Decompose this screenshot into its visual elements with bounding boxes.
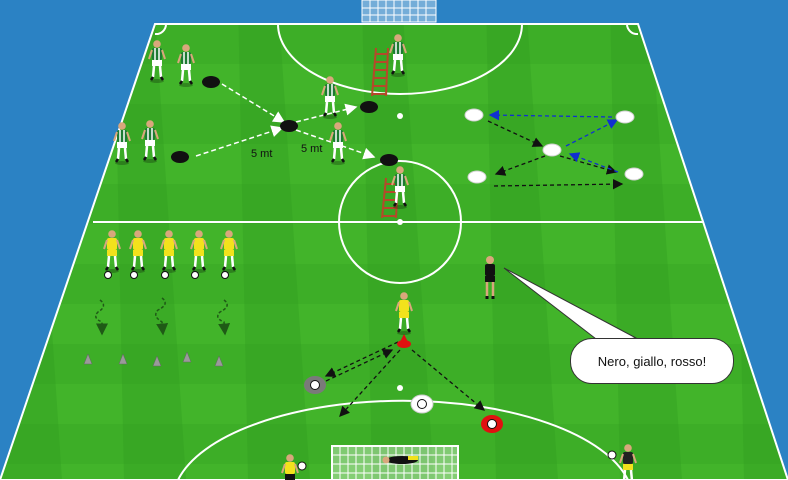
player (177, 44, 195, 87)
grass-stripe (238, 24, 310, 480)
player (321, 76, 339, 119)
marker-disc-icon (624, 167, 644, 181)
soccer-ball-icon (191, 271, 199, 279)
player (129, 230, 147, 273)
cone-icon (214, 355, 224, 367)
grass-band (0, 264, 788, 304)
penalty-spot (397, 385, 403, 391)
marker-disc-icon (464, 108, 484, 122)
marker-disc-icon (615, 110, 635, 124)
soccer-ball-icon (130, 271, 138, 279)
cone-icon (83, 353, 93, 365)
drill-arrows-blue (488, 109, 619, 173)
cone-icon (182, 351, 192, 363)
grey-disc (304, 376, 326, 394)
cone-icon (360, 101, 378, 113)
black-cones (171, 76, 398, 166)
speech-bubble: Nero, giallo, rosso! (570, 338, 734, 384)
balls-bottom (297, 450, 617, 471)
marker-disc-icon (467, 170, 487, 184)
grass-band (0, 104, 788, 144)
soccer-ball-icon (297, 461, 307, 471)
agility-ladder-icon (371, 47, 389, 97)
top-goal-icon (361, 0, 437, 23)
distance-label-left: 5 mt (251, 148, 272, 160)
grey-cones (83, 351, 224, 367)
soccer-ball-icon (487, 419, 497, 429)
cone-icon (118, 353, 128, 365)
player (148, 40, 166, 83)
player (141, 120, 159, 163)
cone-icon (171, 151, 189, 163)
balls (104, 271, 229, 279)
cone-icon (152, 355, 162, 367)
player (391, 166, 409, 209)
green-team-players (113, 34, 409, 209)
player (281, 454, 299, 480)
cone-icon (380, 154, 398, 166)
grass-stripe (486, 24, 558, 480)
speech-bubble-text: Nero, giallo, rosso! (597, 353, 707, 369)
cone-icon (202, 76, 220, 88)
bottom-goal-icon (331, 445, 459, 480)
goalkeeper (382, 456, 418, 464)
player (395, 292, 413, 335)
soccer-ball-icon (104, 271, 112, 279)
reaction-arrows (324, 341, 485, 417)
grass-stripe (114, 24, 186, 480)
soccer-ball-icon (161, 271, 169, 279)
grass-stripe (362, 24, 434, 480)
mark-spot (397, 113, 403, 119)
white-markers (464, 108, 644, 184)
grass-stripe (0, 24, 62, 480)
marker-disc-icon (542, 143, 562, 157)
soccer-ball-icon (221, 271, 229, 279)
yellow-solo-players (281, 292, 637, 480)
center-spot (397, 219, 403, 225)
coach (485, 256, 495, 299)
soccer-ball-icon (310, 380, 320, 390)
soccer-ball-icon (417, 399, 427, 409)
cone-icon (280, 120, 298, 132)
soccer-ball-icon (607, 450, 617, 460)
distance-label-right: 5 mt (301, 143, 322, 155)
player (619, 444, 637, 480)
player (389, 34, 407, 77)
dribble-arrows (95, 297, 231, 336)
red-cone-icon (397, 334, 411, 348)
red-disc (481, 415, 503, 433)
white-disc (410, 394, 434, 414)
player (113, 122, 131, 165)
player (329, 122, 347, 165)
